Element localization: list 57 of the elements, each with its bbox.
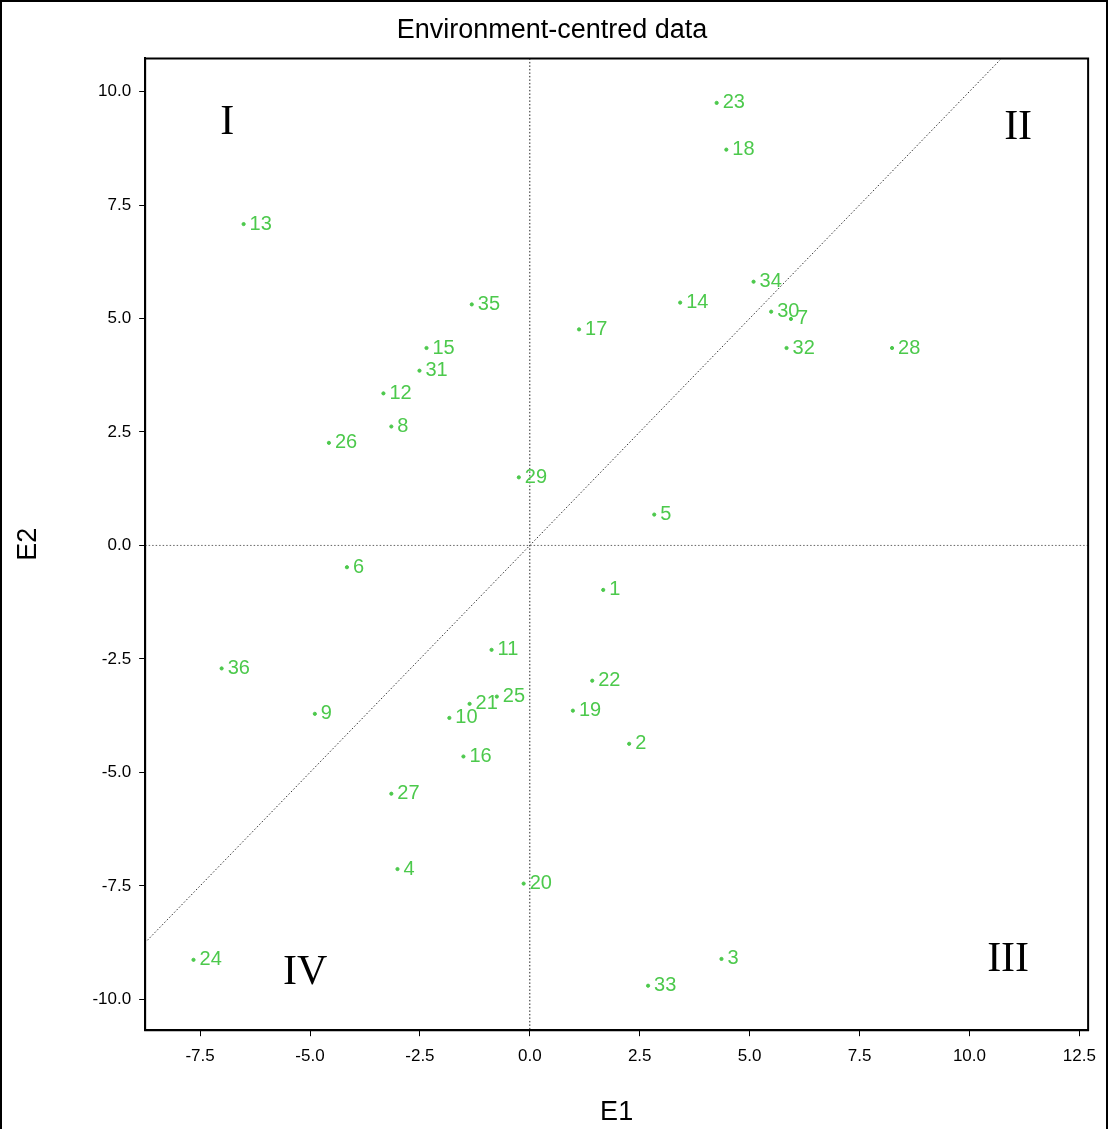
annotation: 11 — [497, 637, 519, 660]
x-tick-label: 5.0 — [737, 1046, 762, 1066]
y-tick-label: -10.0 — [92, 989, 132, 1009]
y-tick-label: -7.5 — [101, 875, 132, 895]
y-axis-title: E2 — [11, 527, 42, 561]
y-tick-label: 2.5 — [107, 421, 132, 441]
annotation: 24 — [199, 947, 222, 970]
x-tick-label: 2.5 — [627, 1046, 652, 1066]
annotation: 36 — [227, 655, 250, 678]
annotation: 33 — [654, 973, 677, 996]
annotation: 5 — [660, 502, 672, 525]
annotation: 14 — [686, 290, 709, 313]
y-tick-label: -2.5 — [101, 648, 132, 668]
x-tick-label: 12.5 — [1062, 1046, 1096, 1066]
x-tick-label: -7.5 — [185, 1046, 215, 1066]
annotation: 28 — [898, 335, 921, 358]
annotation: 4 — [403, 856, 415, 879]
x-tick-label: 0.0 — [517, 1046, 542, 1066]
annotation: 35 — [477, 291, 501, 314]
chart-title: Environment-centred data — [396, 13, 709, 44]
y-tick-label: 10.0 — [98, 81, 132, 101]
annotation: 17 — [585, 316, 608, 339]
x-tick-label: -2.5 — [405, 1046, 435, 1066]
annotation: 34 — [759, 269, 782, 292]
annotation: 9 — [320, 701, 332, 724]
annotation: 22 — [598, 668, 621, 691]
annotation: 23 — [722, 90, 745, 113]
annotation: IV — [282, 947, 328, 994]
annotation: 27 — [397, 781, 420, 804]
annotation: 19 — [578, 698, 602, 721]
annotation: 18 — [732, 137, 755, 160]
annotation: 3 — [727, 946, 739, 969]
annotation: 6 — [352, 554, 365, 577]
annotation: 8 — [397, 414, 409, 437]
y-tick-label: -5.0 — [101, 762, 132, 782]
annotation: 16 — [469, 744, 492, 767]
annotation: III — [987, 934, 1030, 981]
annotation: 25 — [502, 684, 526, 707]
x-tick-label: 10.0 — [952, 1046, 986, 1066]
annotation: 29 — [524, 464, 548, 487]
annotation: 15 — [432, 335, 455, 358]
annotation: 13 — [249, 211, 272, 234]
annotation: 20 — [529, 871, 552, 894]
x-tick-label: -5.0 — [295, 1046, 325, 1066]
annotation: I — [220, 97, 235, 144]
annotation: 32 — [792, 335, 815, 358]
y-tick-label: 5.0 — [107, 308, 132, 328]
annotation: 12 — [389, 380, 412, 403]
annotation: 31 — [425, 358, 448, 381]
x-axis-title: E1 — [600, 1096, 634, 1127]
annotation: II — [1004, 102, 1033, 149]
annotation: 1 — [609, 577, 621, 600]
annotation: 2 — [635, 731, 647, 754]
y-tick-label: 0.0 — [107, 535, 132, 555]
annotation: 26 — [334, 430, 358, 453]
y-tick-label: 7.5 — [107, 194, 132, 214]
x-tick-label: 7.5 — [847, 1046, 872, 1066]
